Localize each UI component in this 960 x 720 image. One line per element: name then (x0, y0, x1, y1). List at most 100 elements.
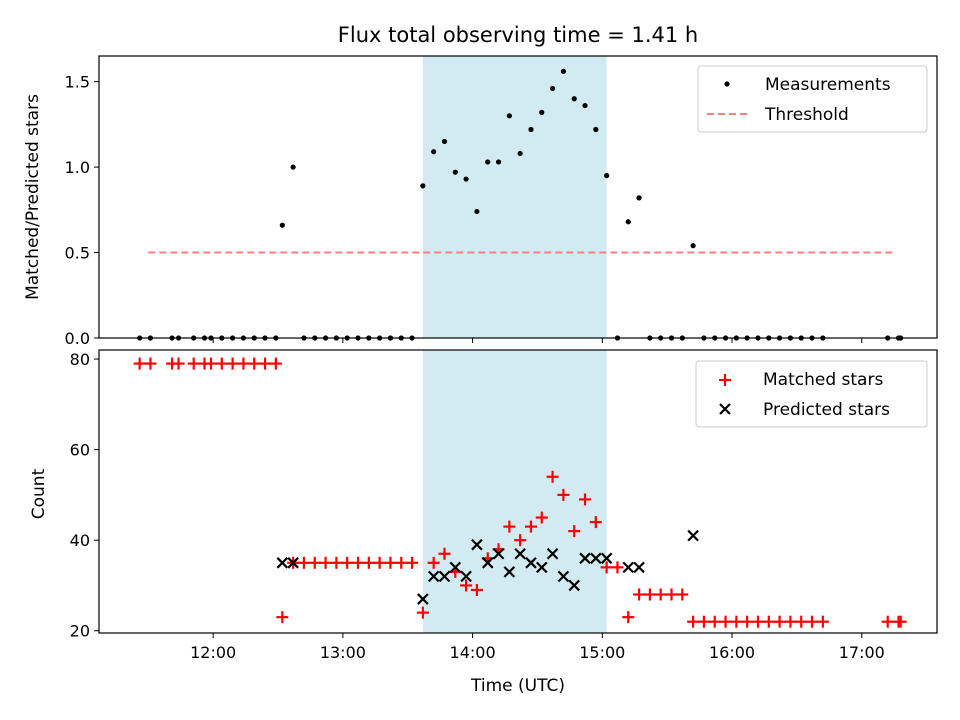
matched-star-point (226, 357, 239, 370)
bottom-x-ticks: 12:00 13:00 14:00 15:00 16:00 17:00 (190, 633, 885, 662)
measurement-point (517, 150, 523, 157)
measurement-point (690, 243, 696, 249)
measurement-point (539, 109, 545, 115)
predicted-star-point (622, 561, 635, 574)
matched-star-point (172, 357, 185, 370)
matched-star-point (416, 606, 429, 619)
matched-star-point (654, 588, 667, 601)
matched-star-point (237, 357, 250, 370)
top-y-ticks: 0.0 0.5 1.0 1.5 (65, 73, 99, 348)
top-observation-shade (422, 56, 607, 338)
matched-star-point (741, 615, 754, 628)
matched-star-point (269, 357, 282, 370)
matched-star-point (524, 520, 537, 533)
bottom-y-tick-label: 60 (70, 441, 90, 460)
matched-star-point (187, 357, 200, 370)
predicted-star-point (579, 552, 591, 565)
measurement-point (441, 138, 448, 145)
top-y-axis-label: Matched/Predicted stars (23, 94, 43, 300)
x-tick-label: 14:00 (450, 643, 496, 662)
x-tick-label: 17:00 (839, 643, 885, 662)
x-axis-label: Time (UTC) (470, 676, 565, 696)
predicted-star-point (633, 561, 645, 574)
measurement-point (528, 126, 534, 133)
measurement-point (279, 222, 285, 228)
measurement-point (452, 169, 458, 175)
matched-star-point (557, 488, 570, 501)
x-tick-label: 12:00 (190, 643, 236, 662)
bottom-y-axis-label: Count (29, 468, 49, 519)
matched-star-point (697, 615, 710, 628)
matched-star-point (308, 556, 321, 569)
bottom-legend: Matched stars Predicted stars (695, 360, 928, 428)
measurement-point (560, 68, 567, 74)
matched-star-point (751, 615, 764, 628)
matched-star-point (643, 588, 656, 601)
measurement-point (636, 195, 642, 201)
measurement-point (495, 159, 502, 165)
matched-star-point (319, 556, 332, 569)
matched-star-point (881, 615, 894, 628)
predicted-star-point (514, 547, 526, 560)
matched-star-point (341, 556, 354, 569)
top-x-ticks (212, 338, 863, 343)
x-tick-label: 13:00 (320, 643, 366, 662)
matched-star-point (438, 547, 451, 560)
matched-star-point (806, 615, 819, 628)
matched-star-point (373, 556, 386, 569)
matched-star-point (730, 615, 743, 628)
top-y-tick-label: 1.5 (65, 73, 90, 92)
matched-star-point (384, 556, 397, 569)
matched-star-point (503, 520, 516, 533)
matched-star-point (676, 588, 689, 601)
matched-star-point (276, 611, 289, 624)
predicted-star-point (503, 566, 516, 578)
predicted-star-point (546, 547, 559, 560)
matched-star-point (589, 516, 602, 529)
top-plot-frame (98, 55, 938, 339)
measurement-point (431, 149, 437, 155)
predicted-star-point (471, 538, 483, 551)
legend-matched-marker (719, 374, 731, 386)
measurement-point (593, 126, 599, 133)
predicted-star-point (525, 557, 537, 569)
matched-star-point (297, 556, 310, 569)
matched-star-point (894, 615, 907, 628)
measurement-point (604, 173, 610, 179)
bottom-y-tick-label: 80 (70, 350, 90, 369)
matched-star-point (133, 357, 146, 370)
predicted-star-point (536, 561, 548, 574)
predicted-star-point (600, 552, 613, 565)
measurement-point (506, 113, 512, 119)
matched-star-point (795, 615, 808, 628)
matched-star-point (352, 556, 365, 569)
matched-star-point (215, 357, 228, 370)
measurement-point (582, 102, 588, 109)
legend-measurements-label: Measurements (765, 75, 891, 95)
matched-star-point (633, 588, 646, 601)
matched-star-point (362, 556, 375, 569)
matched-star-point (204, 357, 217, 370)
measurement-point (463, 176, 469, 182)
matched-star-point (600, 561, 613, 574)
predicted-star-point (568, 579, 580, 592)
top-y-tick-label: 0.0 (65, 329, 90, 348)
measurement-point (485, 159, 491, 165)
legend-threshold-label: Threshold (764, 105, 849, 125)
top-legend: Measurements Threshold (697, 65, 928, 133)
predicted-star-point (557, 570, 570, 583)
matched-star-point (535, 511, 548, 524)
x-tick-label: 15:00 (579, 643, 625, 662)
matched-star-point (816, 615, 829, 628)
matched-star-point (611, 561, 624, 574)
matched-star-point (708, 615, 721, 628)
chart-title: Flux total observing time = 1.41 h (338, 23, 698, 47)
bottom-y-tick-label: 20 (70, 622, 90, 641)
predicted-star-point (492, 547, 505, 560)
matched-star-point (579, 493, 592, 506)
legend-predicted-marker (719, 403, 731, 415)
top-y-tick-label: 1.0 (65, 158, 90, 177)
matched-star-point (719, 615, 732, 628)
matched-star-point (460, 579, 473, 592)
